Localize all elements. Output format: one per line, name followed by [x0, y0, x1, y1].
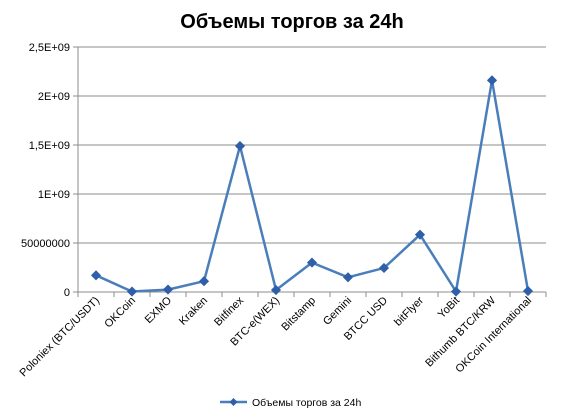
- data-point: [378, 262, 390, 274]
- y-tick-label: 1,5E+09: [29, 140, 70, 152]
- y-axis-ticks: 0 50000000 1E+09 1,5E+09 2E+09 2,5E+09: [21, 42, 78, 299]
- data-point: [90, 270, 102, 281]
- data-point: [270, 284, 282, 296]
- x-tick-label: EXMO: [143, 294, 175, 326]
- x-tick-label: Gemini: [321, 295, 354, 328]
- x-tick-label: Bitstamp: [279, 295, 318, 334]
- x-tick-label: Poloniex (BTC/USDT): [18, 295, 103, 380]
- y-tick-label: 50000000: [21, 238, 70, 250]
- legend: Объемы торгов за 24h: [220, 397, 361, 409]
- y-tick-label: 1E+09: [38, 189, 70, 201]
- y-tick-label: 2,5E+09: [29, 42, 70, 54]
- data-point: [342, 272, 354, 283]
- gridlines: [78, 46, 546, 244]
- y-tick-label: 2E+09: [38, 91, 70, 103]
- data-point: [234, 140, 246, 152]
- legend-label: Объемы торгов за 24h: [252, 397, 361, 409]
- x-tick-label: YoBit: [436, 295, 462, 321]
- data-point: [450, 286, 462, 297]
- x-tick-label: Kraken: [177, 295, 210, 328]
- x-tick-label: Bitfinex: [212, 294, 246, 328]
- axes: [77, 47, 546, 293]
- x-tick-label: bitFlyer: [392, 294, 426, 328]
- data-point: [126, 286, 138, 297]
- x-axis-ticks: Poloniex (BTC/USDT) OKCoin EXMO Kraken Bitfi…: [18, 292, 547, 380]
- series: [90, 75, 534, 297]
- legend-marker: [229, 398, 238, 406]
- data-point: [162, 284, 174, 295]
- data-point: [522, 285, 534, 297]
- data-point: [198, 276, 210, 287]
- chart-title: Объемы торгов за 24h: [180, 11, 403, 33]
- x-tick-label: OKCoin: [102, 295, 138, 331]
- data-point: [486, 75, 498, 86]
- data-point: [414, 229, 426, 240]
- y-tick-label: 0: [64, 287, 70, 299]
- data-point: [306, 257, 318, 268]
